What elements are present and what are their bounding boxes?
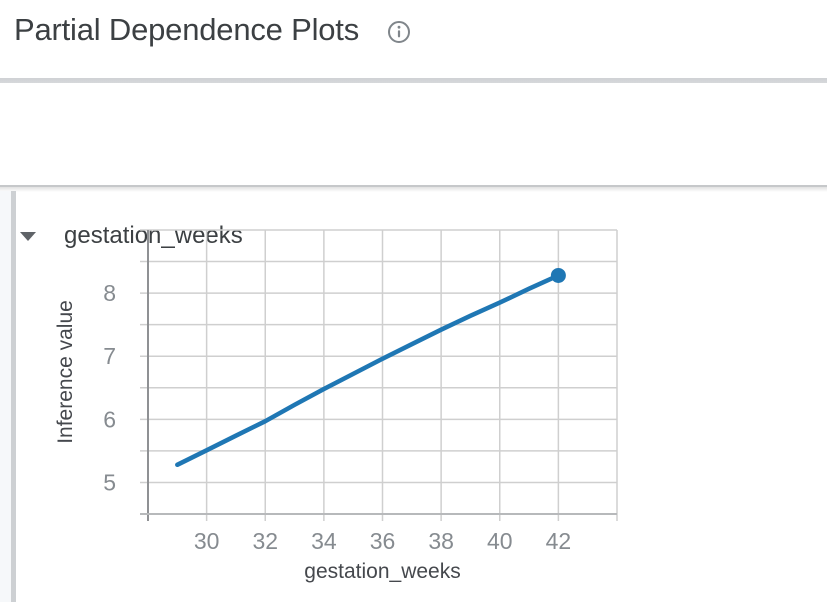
y-tick-label: 8: [103, 280, 116, 306]
x-axis-title: gestation_weeks: [304, 560, 460, 583]
y-axis-title: Inference value: [54, 300, 77, 444]
info-icon[interactable]: [387, 20, 411, 44]
x-tick-label: 32: [252, 528, 278, 554]
x-tick-label: 36: [370, 528, 396, 554]
x-tick-label: 42: [546, 528, 572, 554]
x-tick-label: 34: [311, 528, 337, 554]
y-tick-label: 6: [103, 406, 116, 432]
left-gutter: [0, 191, 11, 602]
chevron-down-icon[interactable]: [20, 232, 36, 241]
pdp-line: [175, 273, 561, 468]
page-title: Partial Dependence Plots: [14, 12, 360, 47]
feature-expander-row[interactable]: gestation_weeks: [0, 105, 827, 249]
y-tick-label: 5: [103, 469, 116, 495]
x-tick-label: 30: [194, 528, 220, 554]
pdp-chart-svg: 5 6 7 8 30 32 34 36 38 40 42 gestation_weeks Inferen…: [54, 229, 618, 583]
header-divider: [0, 78, 827, 83]
left-scroll-indicator[interactable]: [11, 191, 16, 602]
feature-name-label: gestation_weeks: [64, 222, 243, 249]
x-tick-label: 40: [487, 528, 513, 554]
x-tick-label: 38: [428, 528, 454, 554]
endpoint-dot: [550, 267, 566, 283]
y-tick-label: 7: [103, 343, 116, 369]
section-divider: [0, 185, 827, 192]
